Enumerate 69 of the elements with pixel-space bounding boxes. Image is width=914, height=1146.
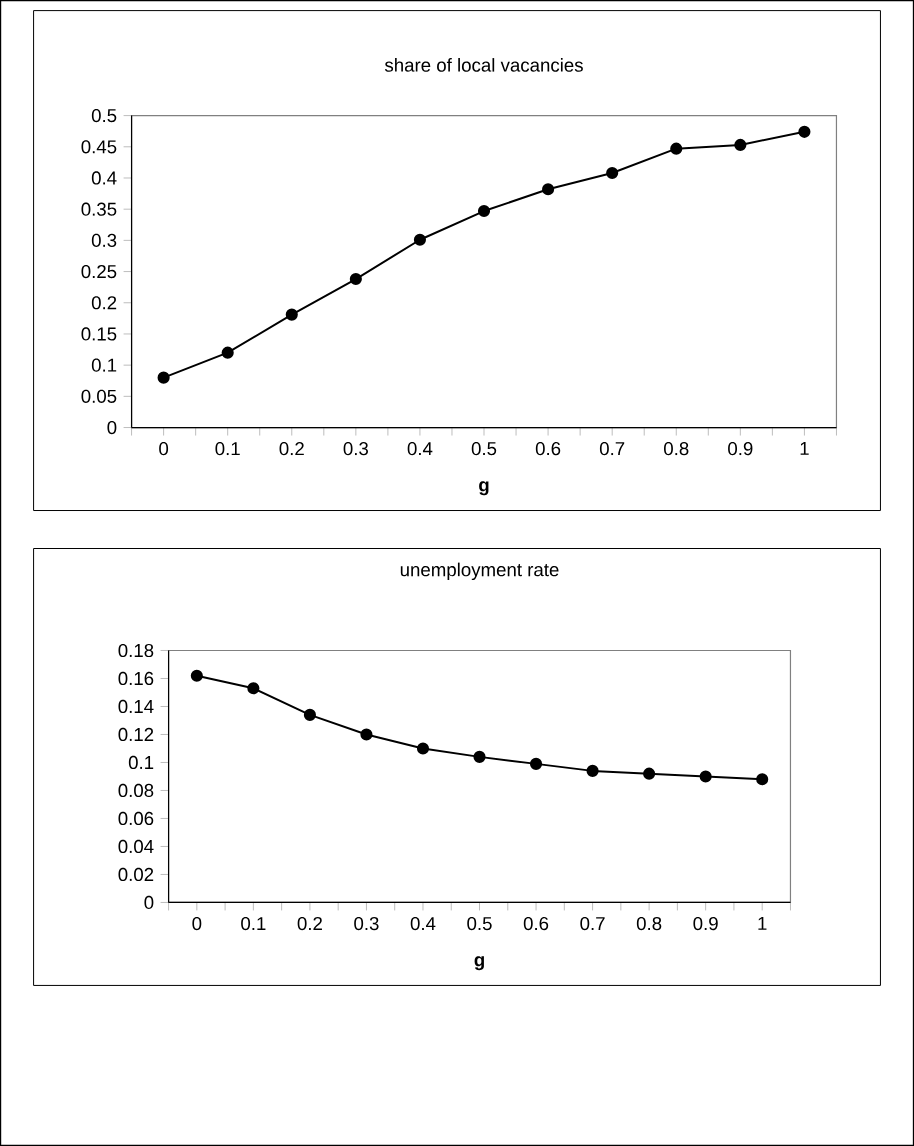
y-tick-label: 0.1: [91, 358, 117, 372]
x-tick-label: 0.2: [279, 442, 304, 456]
x-tick-label: 0.5: [471, 442, 497, 456]
x-tick-label: 1: [758, 916, 767, 930]
x-tick-label: 0.5: [467, 916, 492, 931]
point: [699, 770, 712, 783]
y-tick-label: 0: [144, 895, 154, 910]
x-tick-label: 0.9: [693, 916, 718, 931]
point: [349, 272, 362, 286]
point: [734, 138, 747, 151]
point: [756, 773, 769, 786]
y-tick-label: 0.04: [118, 839, 154, 854]
point: [190, 669, 203, 682]
point: [416, 742, 430, 755]
point: [157, 371, 170, 384]
x-tick-label: 0.9: [728, 442, 753, 456]
y-tick-label: 0.45: [81, 140, 117, 154]
x-tick-label: 0.1: [241, 916, 266, 931]
x-tick-label: 0: [192, 916, 202, 931]
x-tick-label: 0.1: [215, 442, 240, 456]
point: [360, 728, 373, 741]
x-tick-label: 1: [800, 442, 809, 455]
point: [221, 346, 234, 359]
point: [303, 708, 316, 721]
y-tick-label: 0.16: [118, 671, 154, 686]
x-tick-label: 0.8: [664, 442, 689, 456]
x-axis-title: g: [474, 956, 484, 971]
point: [285, 308, 298, 321]
point: [586, 764, 599, 777]
x-tick-label: 0.4: [410, 916, 436, 931]
y-tick-label: 0.3: [91, 233, 117, 247]
x-tick-label: 0.4: [407, 442, 433, 456]
x-tick-label: 0.6: [523, 916, 549, 931]
y-tick-label: 0.4: [91, 171, 117, 185]
y-tick-label: 0.25: [81, 264, 117, 279]
x-tick-label: 0.2: [297, 916, 322, 931]
point: [643, 767, 656, 780]
x-tick-label: 0.6: [535, 442, 561, 456]
y-tick-label: 0.08: [118, 783, 154, 798]
y-tick-label: 0.18: [118, 643, 154, 658]
point: [670, 142, 683, 155]
point: [606, 166, 619, 180]
chart-title: share of local vacancies: [384, 58, 583, 72]
x-tick-label: 0.3: [343, 442, 368, 456]
y-tick-label: 0.05: [81, 389, 117, 403]
point: [473, 750, 486, 763]
x-axis-title: g: [479, 481, 489, 496]
y-tick-label: 0.06: [118, 811, 154, 826]
y-tick-label: 0.5: [91, 108, 117, 123]
point: [413, 233, 426, 246]
point: [542, 183, 555, 196]
x-tick-label: 0: [159, 442, 169, 456]
y-tick-label: 0.14: [118, 699, 154, 714]
y-tick-label: 0: [107, 420, 117, 435]
y-tick-label: 0.15: [81, 327, 117, 341]
y-tick-label: 0.12: [118, 727, 154, 742]
point: [477, 204, 491, 218]
x-tick-label: 0.3: [354, 916, 379, 931]
chart-title: unemployment rate: [400, 562, 559, 581]
point: [529, 757, 543, 770]
y-tick-label: 0.02: [118, 867, 154, 882]
y-tick-label: 0.2: [91, 296, 117, 310]
x-tick-label: 0.7: [599, 442, 625, 456]
y-tick-label: 0.1: [128, 755, 154, 770]
x-tick-label: 0.7: [580, 916, 605, 931]
x-tick-label: 0.8: [636, 916, 662, 931]
point: [798, 125, 811, 138]
y-tick-label: 0.35: [81, 202, 117, 216]
point: [247, 682, 260, 695]
